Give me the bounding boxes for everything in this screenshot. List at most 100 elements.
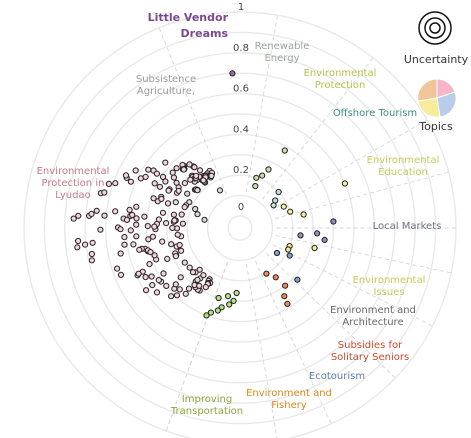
cluster-point-189	[123, 216, 131, 223]
cluster-point-150	[194, 276, 201, 283]
cluster-point-68	[133, 221, 140, 228]
cluster-point-89	[114, 265, 121, 272]
cluster-point-159	[159, 238, 166, 245]
ring-8	[64, 52, 416, 404]
ring-1	[206, 194, 274, 262]
cluster-point-95	[185, 285, 193, 292]
radial-tick-1: 1	[238, 2, 244, 13]
cluster-point-54	[117, 271, 125, 278]
cluster-point-117	[200, 272, 207, 279]
cluster-point-58	[89, 239, 96, 246]
spoke-7	[265, 253, 396, 379]
point-7-2	[294, 276, 301, 283]
cluster-point-94	[127, 227, 134, 234]
cluster-point-37	[173, 292, 181, 299]
cluster-point-19	[173, 165, 180, 172]
cluster-point-14	[126, 206, 133, 213]
cluster-point-112	[151, 223, 158, 230]
cluster-point-171	[88, 250, 96, 258]
data-points	[70, 70, 348, 319]
point-9-0	[233, 289, 240, 297]
cluster-point-178	[208, 172, 215, 179]
point-2-3	[252, 183, 259, 190]
cluster-point-170	[176, 286, 183, 293]
cluster-point-44	[132, 167, 139, 174]
point-2-0	[281, 147, 288, 154]
cluster-point-61	[156, 183, 163, 190]
pie-icon	[417, 78, 457, 118]
point-6-0	[311, 244, 318, 252]
cluster-point-177	[135, 270, 142, 277]
cluster-point-16	[162, 159, 169, 166]
cluster-point-125	[159, 173, 167, 180]
cluster-point-166	[112, 208, 119, 215]
category-label-2: Environmental Protection	[304, 68, 377, 91]
cluster-point-140	[121, 241, 128, 248]
point-8-4	[263, 270, 270, 277]
point-1-1	[184, 190, 191, 197]
spoke-11	[158, 27, 227, 195]
cluster-point-151	[175, 187, 182, 194]
cluster-point-100	[170, 174, 177, 181]
cluster-point-134	[196, 282, 203, 289]
cluster-point-163	[179, 220, 186, 227]
ring-10	[23, 11, 457, 438]
chart-title-line-1: Little Vendor	[148, 11, 229, 24]
category-label-8: Subsidies for Solitary Seniors	[331, 340, 409, 363]
cluster-point-88	[74, 244, 81, 251]
cluster-point-67	[170, 211, 177, 218]
cluster-point-135	[163, 282, 170, 289]
cluster-point-80	[133, 233, 140, 240]
cluster-point-108	[189, 269, 197, 276]
cluster-point-115	[196, 167, 204, 174]
point-8-0	[282, 282, 289, 289]
cluster-point-131	[88, 257, 96, 264]
point-9-7	[207, 309, 214, 316]
category-label-6: Environmental Issues	[353, 275, 426, 298]
point-4-3	[300, 211, 307, 218]
point-8-2	[281, 293, 288, 300]
spoke-5	[275, 235, 452, 274]
legend-topics[interactable]: Topics	[417, 78, 457, 133]
cluster-point-99	[172, 253, 179, 260]
point-5-0	[330, 218, 337, 225]
cluster-point-71	[112, 180, 119, 187]
cluster-point-153	[105, 180, 113, 187]
legend-topics-label: Topics	[418, 120, 453, 133]
chart-title-line-2: Dreams	[181, 27, 229, 40]
point-4-2	[341, 180, 348, 187]
category-label-11: Improving Transportation	[170, 394, 243, 417]
cluster-point-6	[178, 247, 185, 254]
cluster-point-124	[160, 270, 167, 277]
point-8-3	[284, 300, 291, 307]
point-5-2	[297, 232, 304, 239]
point-2-2	[259, 172, 266, 179]
cluster-point-176	[168, 241, 175, 248]
cluster-point-31	[129, 211, 136, 219]
point-4-1	[287, 208, 294, 215]
radial-tick-0.4: 0.4	[233, 124, 249, 135]
point-1-5	[201, 216, 208, 223]
category-label-10: Environment and Fishery	[246, 388, 332, 411]
point-9-3	[224, 293, 232, 300]
category-label-12: Environmental Protection in Lyudao	[37, 166, 110, 201]
cluster-point-49	[136, 246, 143, 253]
cluster-point-78	[141, 213, 148, 220]
cluster-point-109	[150, 195, 157, 202]
cluster-point-132	[165, 187, 172, 194]
cluster-point-32	[93, 207, 100, 214]
legend-uncertainty[interactable]: Uncertainty	[404, 11, 469, 66]
cluster-point-122	[149, 233, 156, 240]
cluster-point-18	[145, 236, 152, 243]
cluster-point-187	[193, 172, 200, 179]
cluster-point-121	[196, 266, 203, 273]
cluster-point-158	[162, 178, 169, 185]
category-label-9: Ecotourism	[309, 371, 365, 382]
point-7-1	[273, 249, 281, 257]
cluster-point-188	[127, 178, 134, 185]
point-8-1	[272, 274, 279, 281]
radial-tick-labels: 0 0.2 0.4 0.6 0.8 1	[233, 2, 249, 213]
cluster-point-86	[97, 226, 104, 233]
cluster-point-93	[149, 282, 156, 289]
category-label-1: Renewable Energy	[255, 41, 310, 64]
